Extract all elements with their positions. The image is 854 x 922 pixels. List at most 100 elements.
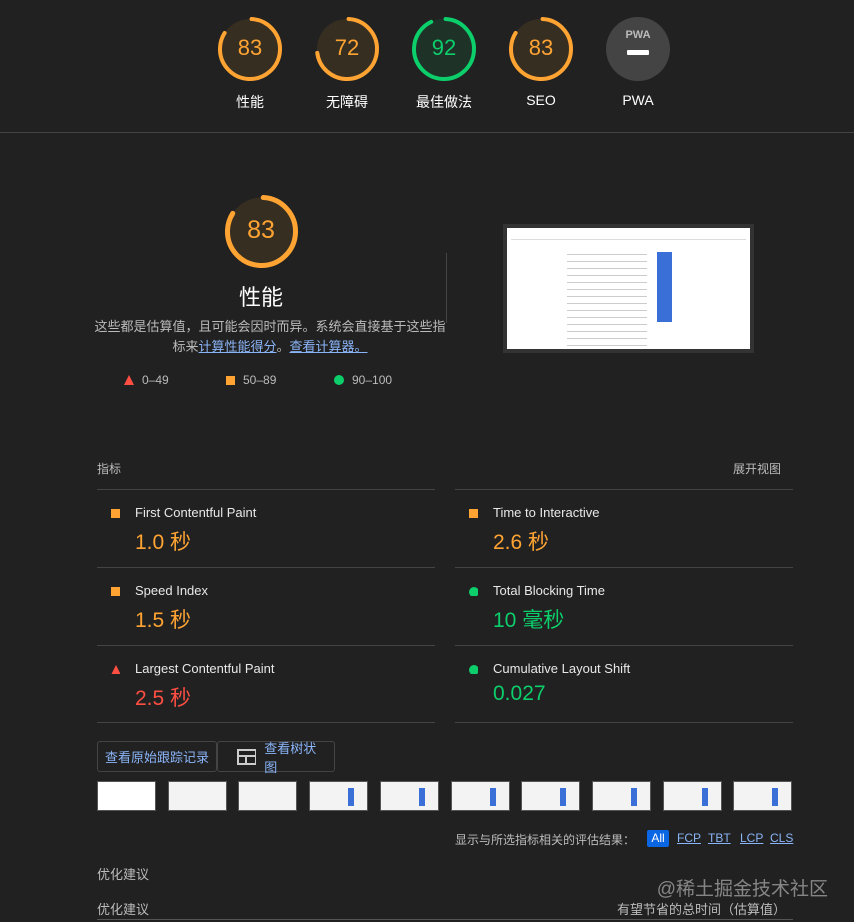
metric-name: Largest Contentful Paint (135, 661, 275, 676)
view-calculator-link[interactable]: 查看计算器。 (289, 339, 368, 354)
square-icon (469, 509, 478, 518)
filmstrip-frame (450, 781, 510, 811)
metric-speed-index: Speed Index 1.5 秒 (97, 567, 435, 645)
header-divider (0, 132, 854, 133)
score-arc (225, 195, 298, 268)
filmstrip-frame (97, 781, 156, 811)
metric-name: Speed Index (135, 583, 209, 598)
triangle-icon (111, 665, 120, 674)
performance-title: 性能 (238, 285, 283, 310)
filmstrip-frame (591, 781, 651, 811)
filmstrip-frame (238, 781, 298, 811)
metric-cumulative-layout-shift: Cumulative Layout Shift 0.027 (455, 645, 793, 723)
divider (97, 722, 435, 723)
filter-all[interactable]: All (647, 830, 669, 847)
legend-average: 50–89 (226, 373, 276, 387)
score-ring (509, 16, 573, 81)
metric-value: 2.6 秒 (493, 531, 550, 554)
divider (455, 722, 793, 723)
metric-value: 2.5 秒 (135, 687, 192, 710)
metric-name: Total Blocking Time (493, 583, 605, 598)
score-arc (218, 16, 282, 81)
svg-text:PWA: PWA (625, 29, 650, 41)
watermark: @稀土掘金技术社区 (656, 879, 828, 900)
desc-sep: 。 (276, 339, 290, 354)
view-treemap-button[interactable]: 查看树状图 (217, 741, 335, 775)
category-gauge-最佳做法[interactable]: 92 最佳做法 (409, 16, 479, 112)
pwa-badge-icon: PWA (606, 17, 670, 81)
metric-largest-contentful-paint: Largest Contentful Paint 2.5 秒 (97, 645, 435, 723)
category-label: PWA (622, 92, 654, 108)
final-screenshot[interactable] (503, 224, 754, 353)
metric-name: First Contentful Paint (135, 505, 257, 520)
opportunities-heading: 优化建议 (97, 867, 150, 882)
metrics-header: 指标 (97, 462, 122, 476)
filter-cls[interactable]: CLS (770, 831, 794, 845)
metric-value: 0.027 (493, 682, 546, 705)
score-value: 72 (334, 35, 360, 60)
performance-score: 83 (247, 216, 275, 244)
filmstrip-frame (662, 781, 722, 811)
circle-icon (334, 375, 344, 385)
performance-description: 这些都是估算值，且可能会因时而异。系统会直接基于这些指标来计算性能得分。查看计算… (90, 317, 450, 357)
metric-value: 1.5 秒 (135, 609, 192, 632)
score-ring (218, 16, 282, 81)
filmstrip-frame (379, 781, 439, 811)
metric-total-blocking-time: Total Blocking Time 10 毫秒 (455, 567, 793, 645)
metric-name: Cumulative Layout Shift (493, 661, 631, 676)
score-ring (315, 16, 379, 81)
category-gauge-无障碍[interactable]: 72 无障碍 (312, 16, 382, 112)
button-label: 查看原始跟踪记录 (105, 750, 210, 765)
metric-name: Time to Interactive (493, 505, 600, 520)
legend-label: 0–49 (142, 373, 169, 387)
performance-gauge: 83 (224, 194, 299, 274)
metric-value: 10 毫秒 (493, 609, 565, 632)
button-label: 查看树状图 (264, 740, 317, 775)
metric-time-to-interactive: Time to Interactive 2.6 秒 (455, 489, 793, 567)
triangle-icon (124, 375, 134, 385)
legend-pass: 90–100 (334, 373, 392, 387)
score-value: 92 (431, 35, 457, 60)
score-value: 83 (528, 35, 554, 60)
circle-icon (469, 587, 478, 596)
legend-label: 90–100 (352, 373, 393, 387)
opportunities-column-header: 优化建议 (97, 902, 150, 917)
category-label: SEO (526, 92, 556, 108)
score-arc (315, 16, 379, 81)
category-gauge-PWA[interactable]: PWA PWA (603, 16, 673, 108)
metric-first-contentful-paint: First Contentful Paint 1.0 秒 (97, 489, 435, 567)
legend-label: 50–89 (243, 373, 277, 387)
score-ring (412, 16, 476, 81)
circle-icon (469, 665, 478, 674)
category-gauge-SEO[interactable]: 83 SEO (506, 16, 576, 108)
category-label: 最佳做法 (416, 94, 472, 110)
filter-tbt[interactable]: TBT (708, 831, 731, 845)
divider (97, 919, 793, 920)
filmstrip-frame (167, 781, 227, 811)
legend-fail: 0–49 (124, 373, 169, 387)
savings-column-header: 有望节省的总时间（估算值） (616, 902, 786, 917)
category-gauge-性能[interactable]: 83 性能 (215, 16, 285, 112)
filmstrip-frame (309, 781, 369, 811)
filter-label: 显示与所选指标相关的评估结果： (455, 833, 636, 847)
vertical-divider (446, 253, 447, 323)
filmstrip-frame (733, 781, 793, 811)
treemap-icon (237, 748, 257, 765)
filmstrip-frame (521, 781, 581, 811)
square-icon (111, 587, 120, 596)
filter-lcp[interactable]: LCP (740, 831, 764, 845)
filter-fcp[interactable]: FCP (677, 831, 701, 845)
metric-value: 1.0 秒 (135, 531, 192, 554)
square-icon (226, 375, 235, 385)
expand-view-toggle[interactable]: 展开视图 (732, 462, 781, 476)
score-ring (225, 195, 298, 268)
desc-text: 这些都是估算值，且可能会因时而异。系统会直接基于这些指标来 (94, 319, 446, 354)
score-arc (509, 16, 573, 81)
view-trace-button[interactable]: 查看原始跟踪记录 (97, 741, 218, 772)
score-arc (412, 16, 476, 81)
category-label: 无障碍 (326, 94, 368, 110)
category-label: 性能 (236, 94, 264, 110)
calc-score-link[interactable]: 计算性能得分 (198, 339, 277, 354)
score-value: 83 (237, 35, 263, 60)
square-icon (111, 509, 120, 518)
